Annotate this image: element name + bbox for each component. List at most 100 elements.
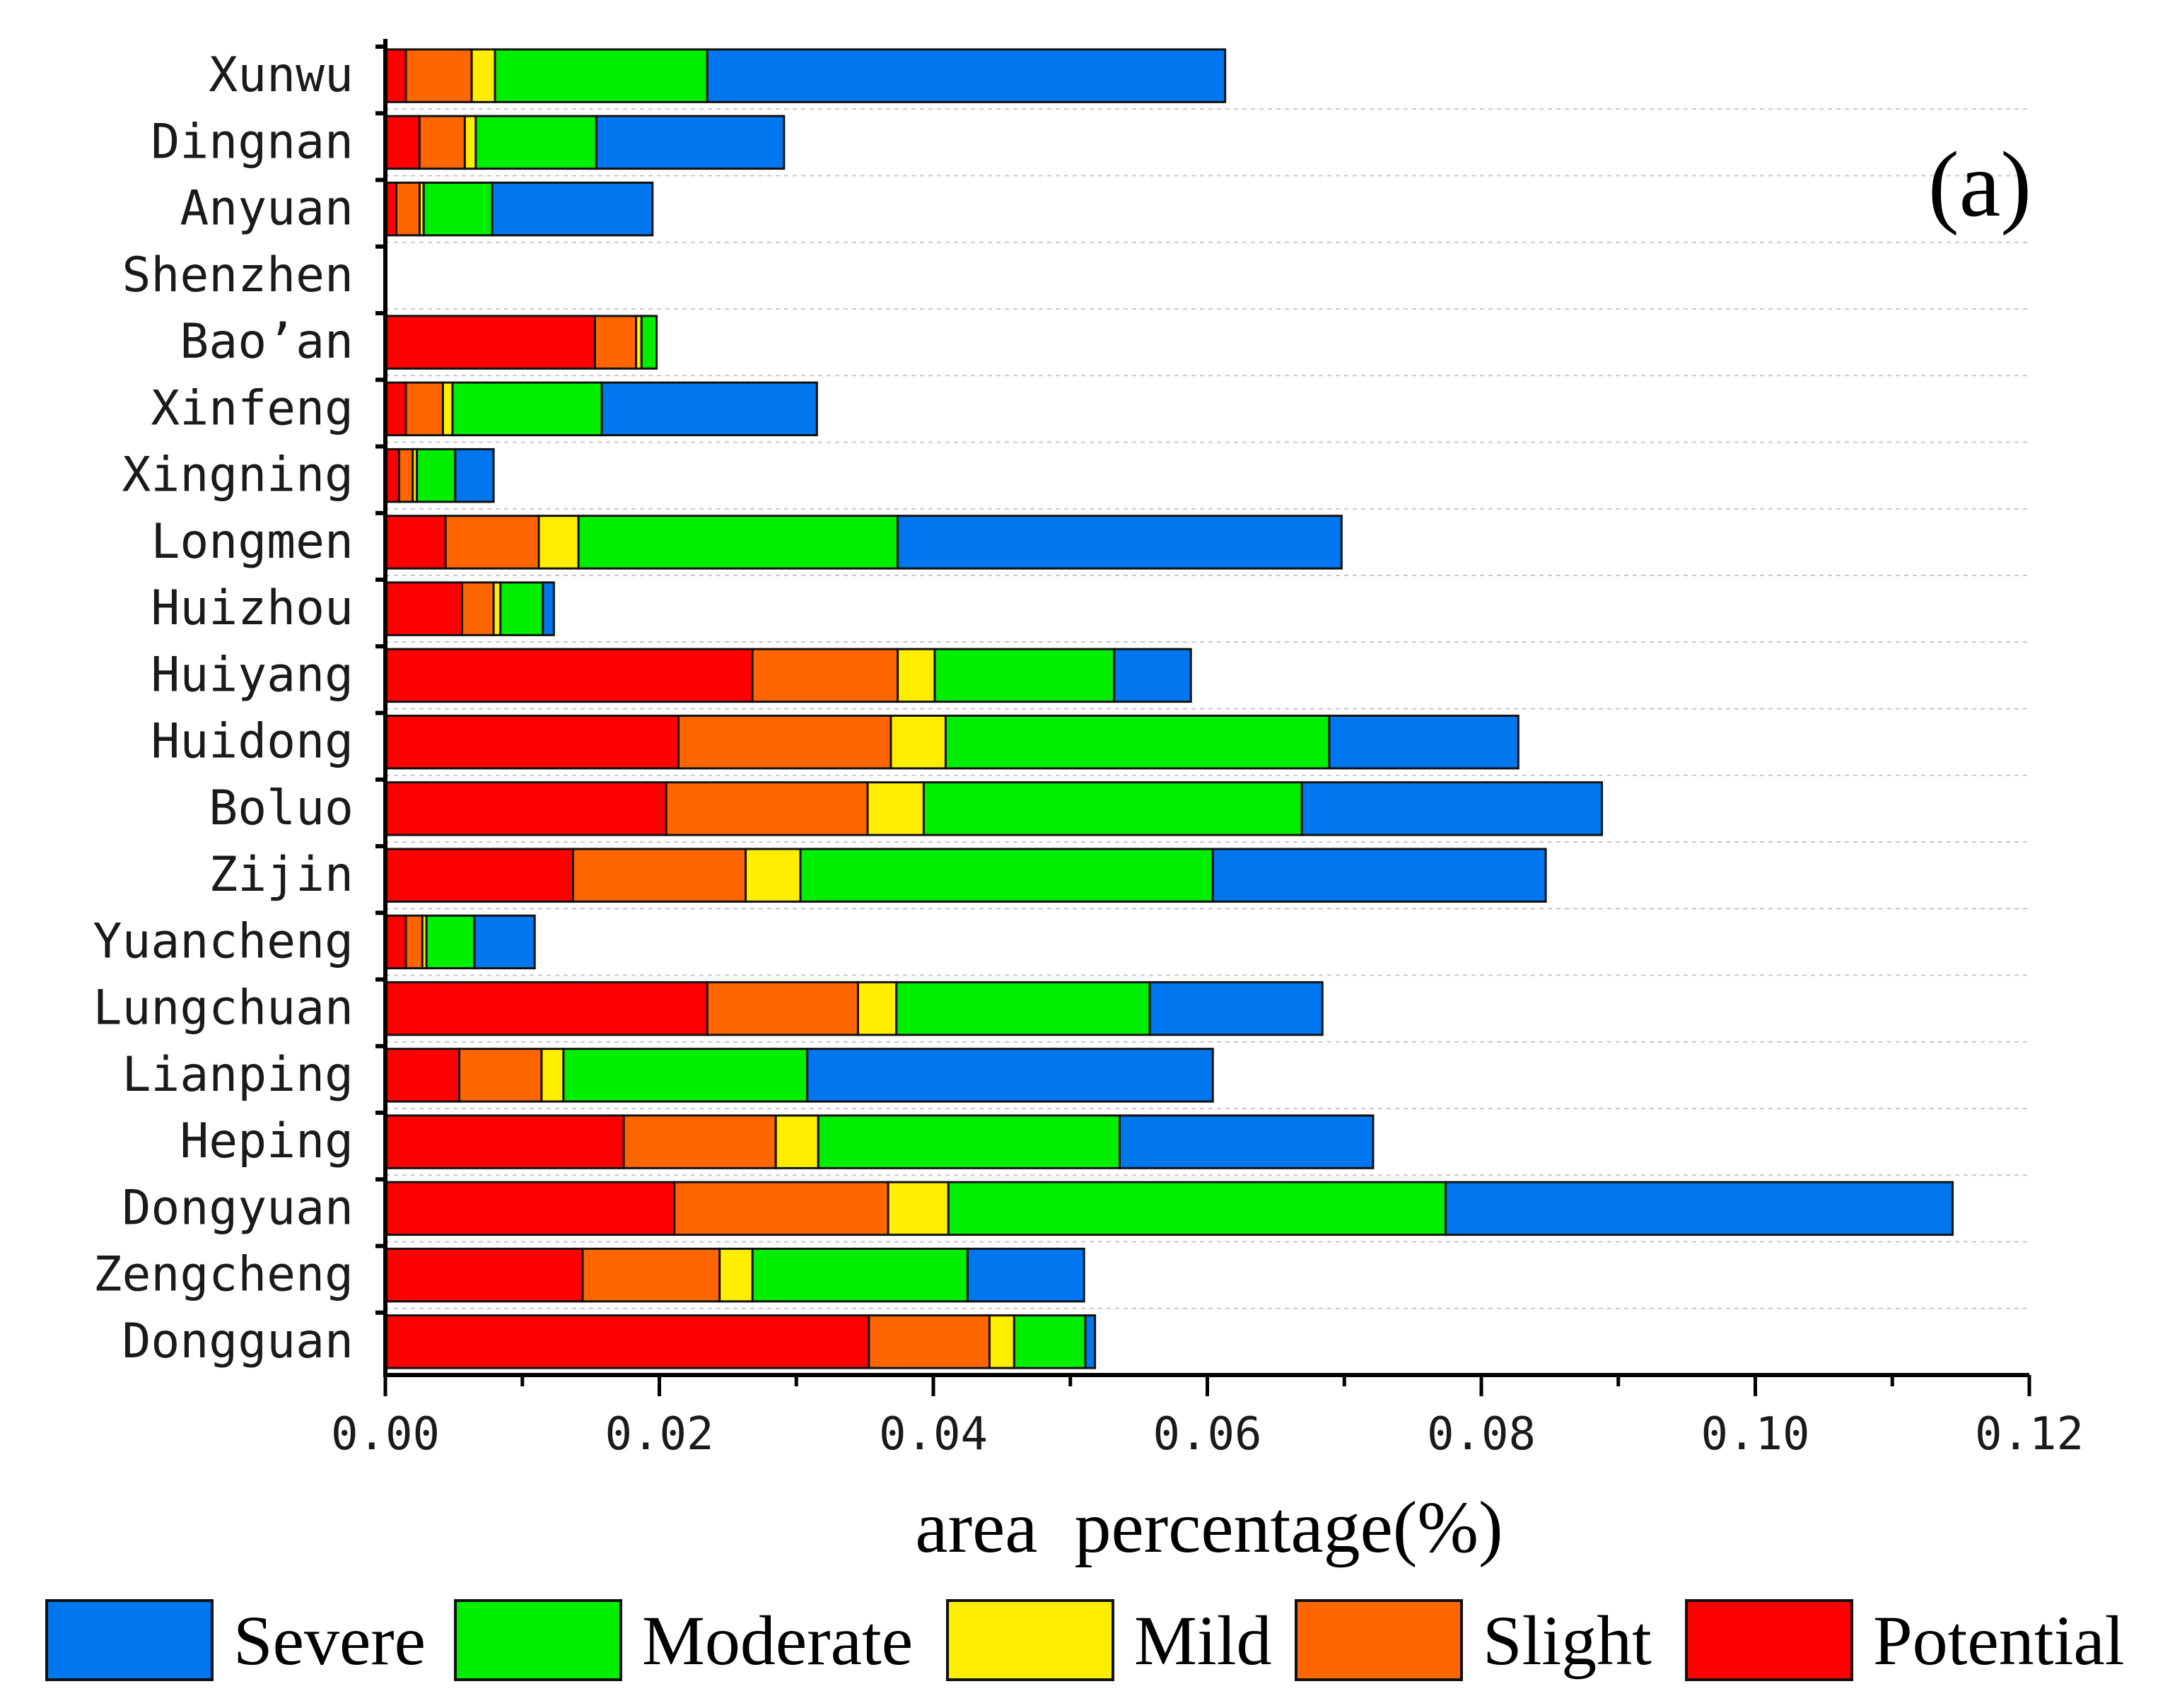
bar-xingning-severe bbox=[454, 448, 495, 503]
x-tick-label: 0.12 bbox=[1975, 1408, 2084, 1461]
bar-huizhou-potential bbox=[384, 581, 463, 636]
bar-zengcheng-mild bbox=[718, 1247, 754, 1303]
bar-zijin-severe bbox=[1211, 848, 1547, 903]
bar-yuancheng-potential bbox=[384, 914, 407, 970]
category-label: Longmen bbox=[151, 514, 354, 570]
bar-huidong-potential bbox=[384, 714, 680, 770]
bar-lungchuan-severe bbox=[1148, 981, 1324, 1036]
legend-label-mild: Mild bbox=[1134, 1601, 1271, 1680]
category-labels: Xunwu Dingnan Anyuan Shenzhen Bao’an Xinfeng X… bbox=[93, 47, 354, 1369]
bar-xunwu-slight bbox=[404, 48, 473, 103]
gridlines bbox=[385, 108, 2029, 1309]
bar-bao-an-potential bbox=[384, 315, 596, 370]
category-label: Xinfeng bbox=[151, 380, 354, 436]
x-tick-label: 0.00 bbox=[331, 1408, 440, 1461]
bar-dongguan-severe bbox=[1084, 1314, 1097, 1369]
bar-yuancheng-slight bbox=[404, 914, 424, 970]
category-label: Xunwu bbox=[209, 47, 354, 103]
bar-boluo-mild bbox=[866, 781, 925, 836]
bar-zijin-slight bbox=[571, 848, 747, 903]
bar-zengcheng-severe bbox=[966, 1247, 1085, 1303]
bar-lungchuan-potential bbox=[384, 981, 708, 1036]
bar-boluo-slight bbox=[665, 781, 869, 836]
bar-huidong-severe bbox=[1328, 714, 1520, 770]
bar-dongyuan-mild bbox=[887, 1181, 950, 1236]
category-label: Zijin bbox=[209, 847, 354, 903]
bar-huidong-moderate bbox=[944, 714, 1331, 770]
category-label: Heping bbox=[180, 1113, 354, 1169]
bar-dongguan-mild bbox=[988, 1314, 1015, 1369]
bar-yuancheng-severe bbox=[473, 914, 536, 970]
bar-huizhou-severe bbox=[542, 581, 555, 636]
bar-longmen-moderate bbox=[577, 515, 899, 570]
bar-longmen-mild bbox=[537, 515, 580, 570]
bar-bao-an-slight bbox=[593, 315, 638, 370]
bar-heping-slight bbox=[622, 1114, 777, 1169]
bar-xunwu-potential bbox=[384, 48, 407, 103]
bar-dingnan-moderate bbox=[474, 115, 597, 170]
bar-lianping-potential bbox=[384, 1048, 461, 1103]
bar-dongyuan-slight bbox=[673, 1181, 890, 1236]
category-label: Lianping bbox=[122, 1047, 354, 1103]
bar-xinfeng-severe bbox=[600, 381, 818, 437]
legend-label-slight: Slight bbox=[1483, 1601, 1652, 1680]
axes bbox=[375, 39, 2031, 1396]
bar-longmen-slight bbox=[444, 515, 540, 570]
bar-huidong-mild bbox=[890, 714, 947, 770]
category-label: Zengcheng bbox=[93, 1247, 354, 1303]
bar-longmen-severe bbox=[897, 515, 1343, 570]
bar-dingnan-severe bbox=[595, 115, 786, 170]
bar-dongyuan-moderate bbox=[947, 1181, 1447, 1236]
category-label: Boluo bbox=[209, 780, 354, 836]
legend-swatch-slight bbox=[1295, 1599, 1463, 1681]
category-label: Huidong bbox=[151, 714, 354, 770]
category-label: Dongyuan bbox=[122, 1180, 354, 1236]
bar-zijin-mild bbox=[745, 848, 802, 903]
x-tick-label: 0.08 bbox=[1427, 1408, 1536, 1461]
bar-heping-mild bbox=[774, 1114, 820, 1169]
category-label: Huiyang bbox=[151, 647, 354, 703]
bar-huiyang-potential bbox=[384, 648, 754, 703]
category-label: Anyuan bbox=[180, 181, 354, 237]
category-label: Yuancheng bbox=[93, 913, 354, 969]
bar-zijin-potential bbox=[384, 848, 574, 903]
legend: Severe Moderate Mild Slight Potential bbox=[45, 1599, 2125, 1681]
legend-swatch-moderate bbox=[454, 1599, 622, 1681]
bar-xinfeng-potential bbox=[384, 381, 407, 437]
bar-zengcheng-slight bbox=[581, 1247, 721, 1303]
bar-lianping-mild bbox=[540, 1048, 565, 1103]
bar-lianping-severe bbox=[806, 1048, 1214, 1103]
bar-lungchuan-moderate bbox=[895, 981, 1151, 1036]
bar-dongyuan-severe bbox=[1445, 1181, 1954, 1236]
legend-swatch-mild bbox=[946, 1599, 1114, 1681]
bar-anyuan-severe bbox=[491, 181, 654, 237]
bar-dongguan-potential bbox=[384, 1314, 870, 1369]
category-label: Huizhou bbox=[151, 580, 354, 636]
category-label: Dingnan bbox=[151, 114, 354, 170]
bar-dingnan-mild bbox=[463, 115, 477, 170]
bar-huidong-slight bbox=[677, 714, 892, 770]
bar-heping-severe bbox=[1119, 1114, 1375, 1169]
bar-anyuan-slight bbox=[395, 181, 421, 237]
bar-lianping-slight bbox=[458, 1048, 543, 1103]
bar-xunwu-severe bbox=[706, 48, 1227, 103]
legend-label-moderate: Moderate bbox=[642, 1601, 913, 1680]
bar-xinfeng-moderate bbox=[451, 381, 603, 437]
x-tick-label: 0.06 bbox=[1153, 1408, 1261, 1461]
bar-lungchuan-mild bbox=[856, 981, 898, 1036]
bar-heping-potential bbox=[384, 1114, 625, 1169]
bars bbox=[384, 48, 1954, 1369]
bar-huizhou-slight bbox=[461, 581, 495, 636]
bar-huiyang-severe bbox=[1113, 648, 1192, 703]
bar-dongguan-slight bbox=[868, 1314, 991, 1369]
bar-xunwu-mild bbox=[470, 48, 496, 103]
bar-zijin-moderate bbox=[799, 848, 1214, 903]
bar-dingnan-slight bbox=[418, 115, 466, 170]
bar-xinfeng-slight bbox=[404, 381, 444, 437]
category-label: Shenzhen bbox=[122, 247, 354, 303]
bar-huiyang-mild bbox=[897, 648, 936, 703]
bar-anyuan-moderate bbox=[422, 181, 494, 237]
bar-zengcheng-potential bbox=[384, 1247, 584, 1303]
bar-dingnan-potential bbox=[384, 115, 421, 170]
